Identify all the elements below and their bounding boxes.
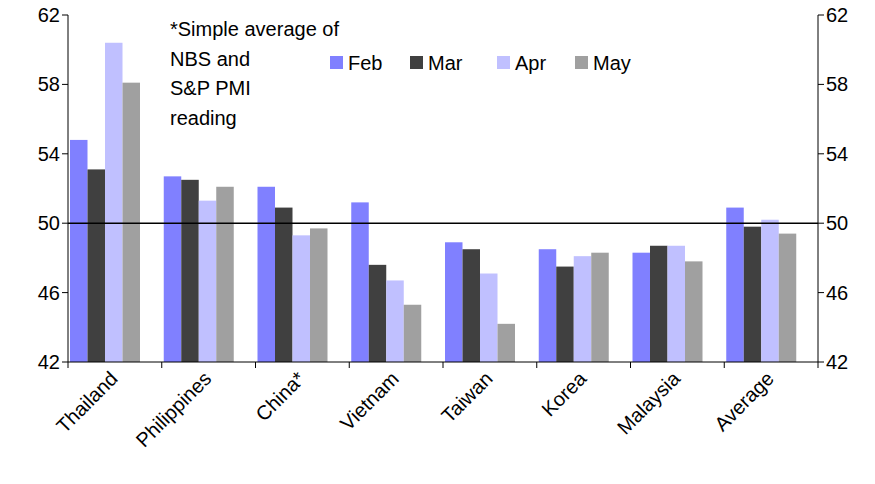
bar <box>498 324 516 362</box>
x-tick-label: Philippines <box>131 367 215 451</box>
bar <box>70 140 88 362</box>
y-tick-label: 54 <box>38 143 60 165</box>
bar <box>216 187 234 362</box>
y2-tick <box>818 362 824 363</box>
bar <box>685 261 703 362</box>
y2-tick-label: 50 <box>826 212 848 234</box>
bar <box>726 208 744 362</box>
y2-tick-label: 54 <box>826 143 848 165</box>
bar <box>293 235 311 362</box>
legend-label: Mar <box>428 52 463 74</box>
bar <box>123 83 141 362</box>
y2-tick <box>818 15 824 16</box>
y2-tick-label: 42 <box>826 351 848 373</box>
bar <box>744 227 762 362</box>
bars <box>70 43 796 362</box>
x-tick-label: China* <box>251 367 309 425</box>
legend-swatch <box>575 56 588 69</box>
bar <box>369 265 387 362</box>
bar <box>668 246 686 362</box>
bar <box>480 274 498 362</box>
bar <box>539 249 557 362</box>
y-tick <box>62 15 68 16</box>
y-tick <box>62 84 68 85</box>
y-tick <box>62 292 68 293</box>
y-tick <box>62 223 68 224</box>
x-tick <box>255 362 256 368</box>
x-tick <box>443 362 444 368</box>
y-tick-label: 46 <box>38 282 60 304</box>
x-tick <box>630 362 631 368</box>
bar <box>181 180 199 362</box>
x-tick <box>349 362 350 368</box>
x-tick-label: Average <box>710 367 778 435</box>
legend-label: May <box>593 52 631 74</box>
y2-tick-label: 62 <box>826 4 848 26</box>
y2-tick-label: 58 <box>826 73 848 95</box>
y2-tick <box>818 84 824 85</box>
annotation: *Simple average of <box>170 18 339 40</box>
bar <box>105 43 123 362</box>
y-tick <box>62 153 68 154</box>
bar <box>386 280 404 362</box>
annotation: reading <box>170 107 237 129</box>
bar <box>404 305 422 362</box>
bar <box>164 176 182 362</box>
bar <box>258 187 276 362</box>
bar <box>574 256 592 362</box>
y2-tick <box>818 153 824 154</box>
bar <box>650 246 668 362</box>
legend-swatch <box>410 56 423 69</box>
y-tick-label: 58 <box>38 73 60 95</box>
x-tick <box>68 362 69 368</box>
y-tick-label: 42 <box>38 351 60 373</box>
bar <box>633 253 651 362</box>
y-tick-label: 50 <box>38 212 60 234</box>
reference-line <box>68 222 818 224</box>
y-tick <box>62 362 68 363</box>
bar <box>556 267 574 362</box>
annotation: NBS and <box>170 48 250 70</box>
bar <box>351 202 369 362</box>
bar <box>310 228 328 362</box>
chart: 42 46 50 54 58 62 42 46 50 54 58 62 ThailandPhilippi… <box>0 0 875 484</box>
bar <box>779 234 797 362</box>
y-tick-label: 62 <box>38 4 60 26</box>
y2-tick-label: 46 <box>826 282 848 304</box>
legend-label: Feb <box>348 52 382 74</box>
bar <box>199 201 217 362</box>
bar <box>463 249 481 362</box>
page: {"chart_data": { "type": "bar", "annotat… <box>0 0 875 484</box>
bar <box>445 242 463 362</box>
x-tick-label: Vietnam <box>336 367 403 434</box>
x-tick-label: Korea <box>537 367 591 421</box>
x-tick-label: Thailand <box>52 367 122 437</box>
legend-label: Apr <box>515 52 546 74</box>
bar <box>591 253 609 362</box>
annotation: S&P PMI <box>170 77 251 99</box>
y2-tick <box>818 292 824 293</box>
x-tick <box>161 362 162 368</box>
x-tick <box>536 362 537 368</box>
y2-axis <box>818 15 819 362</box>
bar <box>761 220 779 362</box>
x-tick-label: Malaysia <box>613 367 685 439</box>
y-axis <box>68 15 69 362</box>
x-tick <box>724 362 725 368</box>
y2-tick <box>818 223 824 224</box>
bar <box>275 208 293 362</box>
x-tick-label: Taiwan <box>437 367 497 427</box>
x-tick <box>818 362 819 368</box>
bar <box>88 169 106 362</box>
legend-swatch <box>330 56 343 69</box>
legend-swatch <box>497 56 510 69</box>
